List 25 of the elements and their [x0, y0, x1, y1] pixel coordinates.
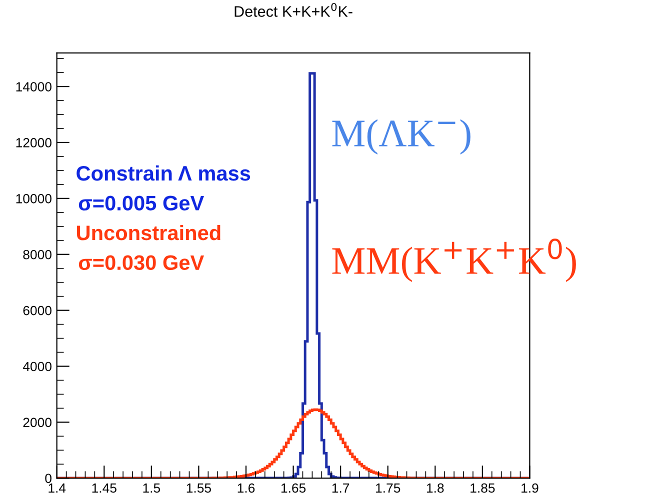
x-tick-label: 1.65: [281, 483, 306, 493]
annotation: σ=0.005 GeV: [78, 196, 204, 210]
x-tick-label: 1.6: [238, 483, 255, 493]
annotation: Unconstrained: [77, 224, 220, 240]
x-tick-label: 1.45: [92, 484, 116, 493]
annotation: σ=0.030 GeV: [78, 255, 204, 270]
y-tick-label: 4000: [22, 362, 52, 372]
series-label: M(ΛK$^{−}$): [332, 119, 470, 155]
y-tick-label: 6000: [23, 306, 52, 316]
y-tick-label: 12000: [16, 138, 52, 148]
y-tick-label: 10000: [16, 194, 52, 204]
x-tick-label: 1.8: [426, 483, 444, 493]
x-tick-label: 1.7: [332, 484, 350, 493]
y-tick-label: 14000: [16, 82, 52, 92]
x-tick-label: 1.75: [376, 484, 400, 493]
y-tick-label: 0: [45, 474, 52, 484]
chart-title: Detect K+K+K$^{0}$K-: [234, 2, 352, 17]
y-tick-label: 8000: [23, 250, 52, 260]
annotation: Constrain Λ mass: [76, 165, 250, 181]
x-tick-label: 1.9: [522, 483, 538, 493]
x-tick-label: 1.4: [48, 484, 66, 493]
x-tick-label: 1.85: [470, 483, 495, 493]
x-tick-label: 1.5: [143, 484, 160, 493]
x-tick-label: 1.55: [186, 484, 211, 493]
y-tick-label: 2000: [23, 418, 52, 428]
